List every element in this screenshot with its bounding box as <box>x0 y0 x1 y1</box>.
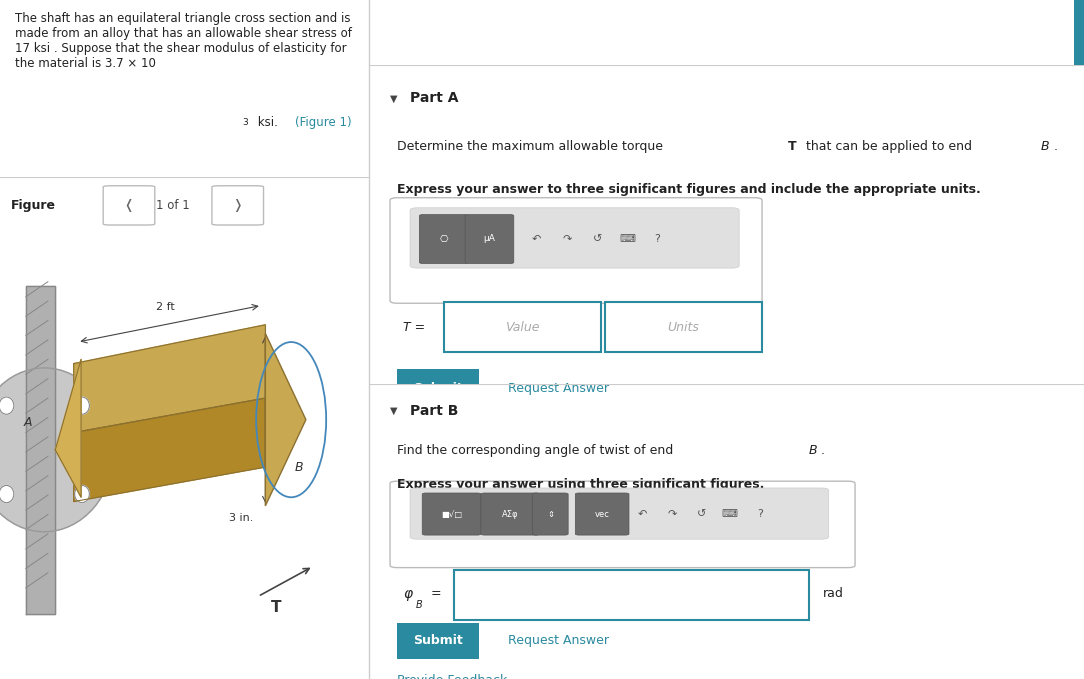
Text: μA: μA <box>483 234 495 244</box>
Text: ⌨: ⌨ <box>620 234 635 244</box>
Text: ?: ? <box>758 509 763 519</box>
Text: Express your answer to three significant figures and include the appropriate uni: Express your answer to three significant… <box>397 183 981 196</box>
Text: ↶: ↶ <box>532 234 541 244</box>
Circle shape <box>0 368 114 532</box>
Circle shape <box>75 485 89 502</box>
Text: T =: T = <box>403 320 425 333</box>
Polygon shape <box>26 286 55 614</box>
Text: ↷: ↷ <box>668 509 678 519</box>
Text: Find the corresponding angle of twist of end: Find the corresponding angle of twist of… <box>397 443 678 457</box>
Text: ▼: ▼ <box>390 406 398 416</box>
FancyBboxPatch shape <box>410 208 739 268</box>
Text: .: . <box>1054 140 1057 153</box>
Text: Request Answer: Request Answer <box>508 382 609 395</box>
FancyBboxPatch shape <box>103 186 155 225</box>
FancyBboxPatch shape <box>454 570 809 620</box>
Text: Determine the maximum allowable torque: Determine the maximum allowable torque <box>397 140 667 153</box>
Text: .: . <box>821 443 825 457</box>
Text: Units: Units <box>668 320 699 333</box>
Text: Submit: Submit <box>413 634 463 647</box>
Polygon shape <box>74 325 266 433</box>
Text: ▼: ▼ <box>390 94 398 103</box>
Text: ↺: ↺ <box>593 234 603 244</box>
Text: A: A <box>24 416 33 429</box>
Circle shape <box>0 397 14 414</box>
FancyBboxPatch shape <box>397 369 479 409</box>
Text: rad: rad <box>823 587 843 600</box>
FancyBboxPatch shape <box>443 302 601 352</box>
FancyBboxPatch shape <box>423 493 481 535</box>
Text: ↺: ↺ <box>697 509 706 519</box>
Text: vec: vec <box>595 510 609 519</box>
FancyBboxPatch shape <box>576 493 629 535</box>
Text: B: B <box>416 600 423 610</box>
FancyBboxPatch shape <box>410 488 828 539</box>
Text: ↷: ↷ <box>563 234 572 244</box>
FancyBboxPatch shape <box>397 623 479 659</box>
Text: ↶: ↶ <box>637 509 647 519</box>
Text: 3 in.: 3 in. <box>229 513 253 523</box>
Text: 3: 3 <box>242 118 248 127</box>
Text: AΣφ: AΣφ <box>502 510 518 519</box>
FancyBboxPatch shape <box>211 186 263 225</box>
Polygon shape <box>74 398 266 502</box>
Text: The shaft has an equilateral triangle cross section and is
made from an alloy th: The shaft has an equilateral triangle cr… <box>15 12 351 71</box>
FancyBboxPatch shape <box>605 302 762 352</box>
Text: 1 of 1: 1 of 1 <box>156 199 190 212</box>
FancyBboxPatch shape <box>481 493 540 535</box>
Text: ⎔: ⎔ <box>439 234 448 244</box>
Text: Part A: Part A <box>410 92 459 105</box>
Text: ❬: ❬ <box>124 199 134 212</box>
Text: =: = <box>427 587 442 600</box>
Text: 2 ft: 2 ft <box>156 301 176 312</box>
Bar <box>1074 0 1084 65</box>
Text: ksi.: ksi. <box>255 115 282 128</box>
Text: ⇕: ⇕ <box>546 510 554 519</box>
Text: Request Answer: Request Answer <box>508 634 609 647</box>
Polygon shape <box>55 359 81 497</box>
Text: ❭: ❭ <box>232 199 243 212</box>
Text: B: B <box>809 443 817 457</box>
Text: B: B <box>1041 140 1049 153</box>
Polygon shape <box>266 333 306 506</box>
Text: that can be applied to end: that can be applied to end <box>802 140 976 153</box>
FancyBboxPatch shape <box>390 481 855 568</box>
Text: Submit: Submit <box>413 382 463 395</box>
Text: Value: Value <box>505 320 540 333</box>
Text: Figure: Figure <box>11 199 56 212</box>
FancyBboxPatch shape <box>532 493 568 535</box>
Text: T: T <box>788 140 797 153</box>
Text: ⌨: ⌨ <box>722 509 738 519</box>
Text: φ: φ <box>403 587 412 601</box>
Text: ?: ? <box>655 234 660 244</box>
Text: Express your answer using three significant figures.: Express your answer using three signific… <box>397 478 764 491</box>
Circle shape <box>0 485 14 502</box>
FancyBboxPatch shape <box>465 215 514 263</box>
Text: ■√□: ■√□ <box>441 510 462 519</box>
Text: T: T <box>271 600 282 614</box>
Text: (Figure 1): (Figure 1) <box>295 115 351 128</box>
Circle shape <box>75 397 89 414</box>
FancyBboxPatch shape <box>420 215 468 263</box>
FancyBboxPatch shape <box>390 198 762 304</box>
Text: B: B <box>295 462 304 475</box>
Text: Provide Feedback: Provide Feedback <box>397 674 507 679</box>
Text: Part B: Part B <box>410 404 459 418</box>
